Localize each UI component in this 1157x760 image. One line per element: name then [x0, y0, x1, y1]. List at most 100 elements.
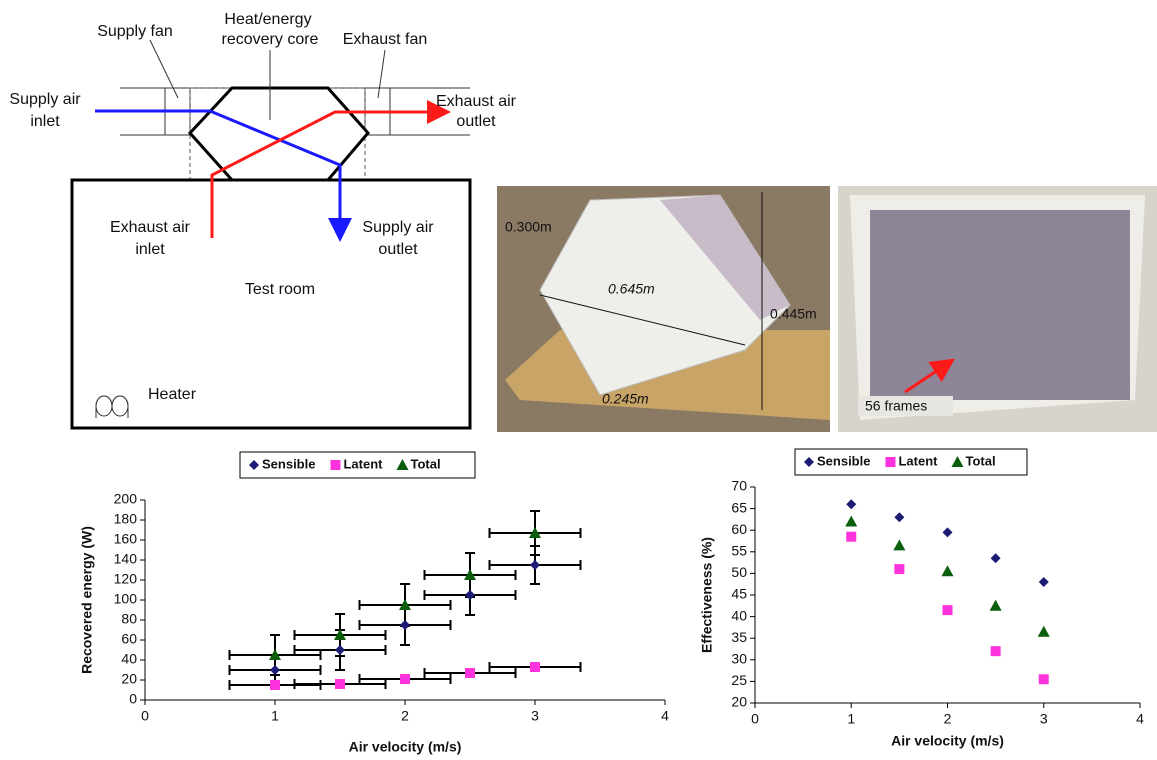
marker-square	[846, 532, 856, 542]
marker-triangle	[1038, 626, 1050, 637]
x-tick-label: 0	[751, 711, 759, 727]
y-tick-label: 30	[731, 651, 747, 667]
marker-square	[943, 605, 953, 615]
y-tick-label: 120	[114, 571, 138, 587]
marker-triangle	[893, 539, 905, 550]
y-tick-label: 40	[731, 607, 747, 623]
y-tick-label: 160	[114, 531, 138, 547]
legend-label: Total	[965, 453, 995, 468]
y-tick-label: 70	[731, 478, 747, 494]
y-tick-label: 0	[129, 691, 137, 707]
dimension-label: 0.445m	[770, 306, 817, 322]
diagram: Supply fan Heat/energy recovery core Exh…	[9, 11, 516, 428]
y-tick-label: 25	[731, 672, 747, 688]
photo-frames: 56 frames	[838, 186, 1157, 432]
marker-triangle	[845, 516, 857, 527]
test-room	[72, 180, 470, 428]
legend-label: Latent	[898, 453, 938, 468]
y-axis-title: Recovered energy (W)	[79, 526, 95, 674]
label: recovery core	[222, 31, 319, 48]
y-tick-label: 140	[114, 551, 138, 567]
y-tick-label: 45	[731, 586, 747, 602]
label: Supply air	[362, 219, 434, 236]
x-tick-label: 3	[1040, 711, 1048, 727]
dimension-label: 0.645m	[608, 281, 655, 297]
marker-diamond	[465, 590, 475, 600]
photo-core: 0.300m 0.645m 0.445m 0.245m	[497, 186, 830, 432]
marker-triangle	[942, 565, 954, 576]
marker-diamond	[943, 527, 953, 537]
x-axis-title: Air velocity (m/s)	[349, 739, 462, 755]
figure: Supply fan Heat/energy recovery core Exh…	[0, 0, 1157, 760]
y-tick-label: 200	[114, 491, 138, 507]
marker-square	[400, 674, 410, 684]
y-tick-label: 40	[121, 651, 137, 667]
marker-square	[885, 457, 895, 467]
chart: 0 20 40 60 80 100 120 140 160 180 200 0 1 2 3 4 Air velo…	[79, 452, 669, 755]
marker-diamond	[335, 645, 345, 655]
y-tick-label: 20	[731, 694, 747, 710]
x-tick-label: 0	[141, 708, 149, 724]
legend-label: Latent	[343, 456, 383, 471]
frames	[870, 210, 1130, 400]
label: Heat/energy	[224, 11, 311, 28]
label: outlet	[378, 241, 418, 258]
label: Exhaust air	[436, 93, 517, 110]
y-tick-label: 100	[114, 591, 138, 607]
label: Supply air	[9, 91, 81, 108]
y-tick-label: 50	[731, 564, 747, 580]
dimension-label: 0.245m	[602, 391, 649, 407]
y-tick-label: 60	[121, 631, 137, 647]
marker-triangle	[990, 600, 1002, 611]
marker-diamond	[846, 499, 856, 509]
y-tick-label: 65	[731, 499, 747, 515]
label: Test room	[245, 281, 315, 298]
label: outlet	[456, 113, 496, 130]
marker-square	[330, 460, 340, 470]
label: inlet	[30, 113, 60, 130]
legend-label: Sensible	[817, 453, 870, 468]
marker-diamond	[400, 620, 410, 630]
x-tick-label: 4	[661, 708, 669, 724]
x-tick-label: 1	[847, 711, 855, 727]
label: Heater	[148, 386, 197, 403]
y-axis-title: Effectiveness (%)	[699, 537, 715, 653]
x-tick-label: 2	[401, 708, 409, 724]
marker-square	[270, 680, 280, 690]
x-tick-label: 3	[531, 708, 539, 724]
marker-diamond	[991, 553, 1001, 563]
marker-square	[894, 564, 904, 574]
x-tick-label: 4	[1136, 711, 1144, 727]
legend-label: Sensible	[262, 456, 315, 471]
marker-square	[530, 662, 540, 672]
label: inlet	[135, 241, 165, 258]
marker-diamond	[1039, 577, 1049, 587]
y-tick-label: 20	[121, 671, 137, 687]
marker-square	[991, 646, 1001, 656]
legend-label: Total	[410, 456, 440, 471]
label: 56 frames	[865, 398, 927, 414]
marker-diamond	[894, 512, 904, 522]
dimension-label: 0.300m	[505, 219, 552, 235]
heater-coil	[112, 396, 128, 416]
leader-line	[150, 40, 178, 98]
y-tick-label: 55	[731, 543, 747, 559]
marker-square	[465, 668, 475, 678]
marker-square	[1039, 674, 1049, 684]
label: Exhaust air	[110, 219, 191, 236]
marker-square	[335, 679, 345, 689]
label: Supply fan	[97, 23, 173, 40]
heater-coil	[96, 396, 112, 416]
marker-diamond	[270, 665, 280, 675]
y-tick-label: 60	[731, 521, 747, 537]
x-tick-label: 2	[944, 711, 952, 727]
x-axis-title: Air velocity (m/s)	[891, 733, 1004, 749]
marker-diamond	[530, 560, 540, 570]
chart: 20 25 30 35 40 45 50 55 60 65 70 0 1 2 3 4 Air velocity …	[699, 449, 1144, 749]
y-tick-label: 180	[114, 511, 138, 527]
label: Exhaust fan	[343, 31, 428, 48]
x-tick-label: 1	[271, 708, 279, 724]
leader-line	[378, 50, 385, 98]
y-tick-label: 80	[121, 611, 137, 627]
y-tick-label: 35	[731, 629, 747, 645]
